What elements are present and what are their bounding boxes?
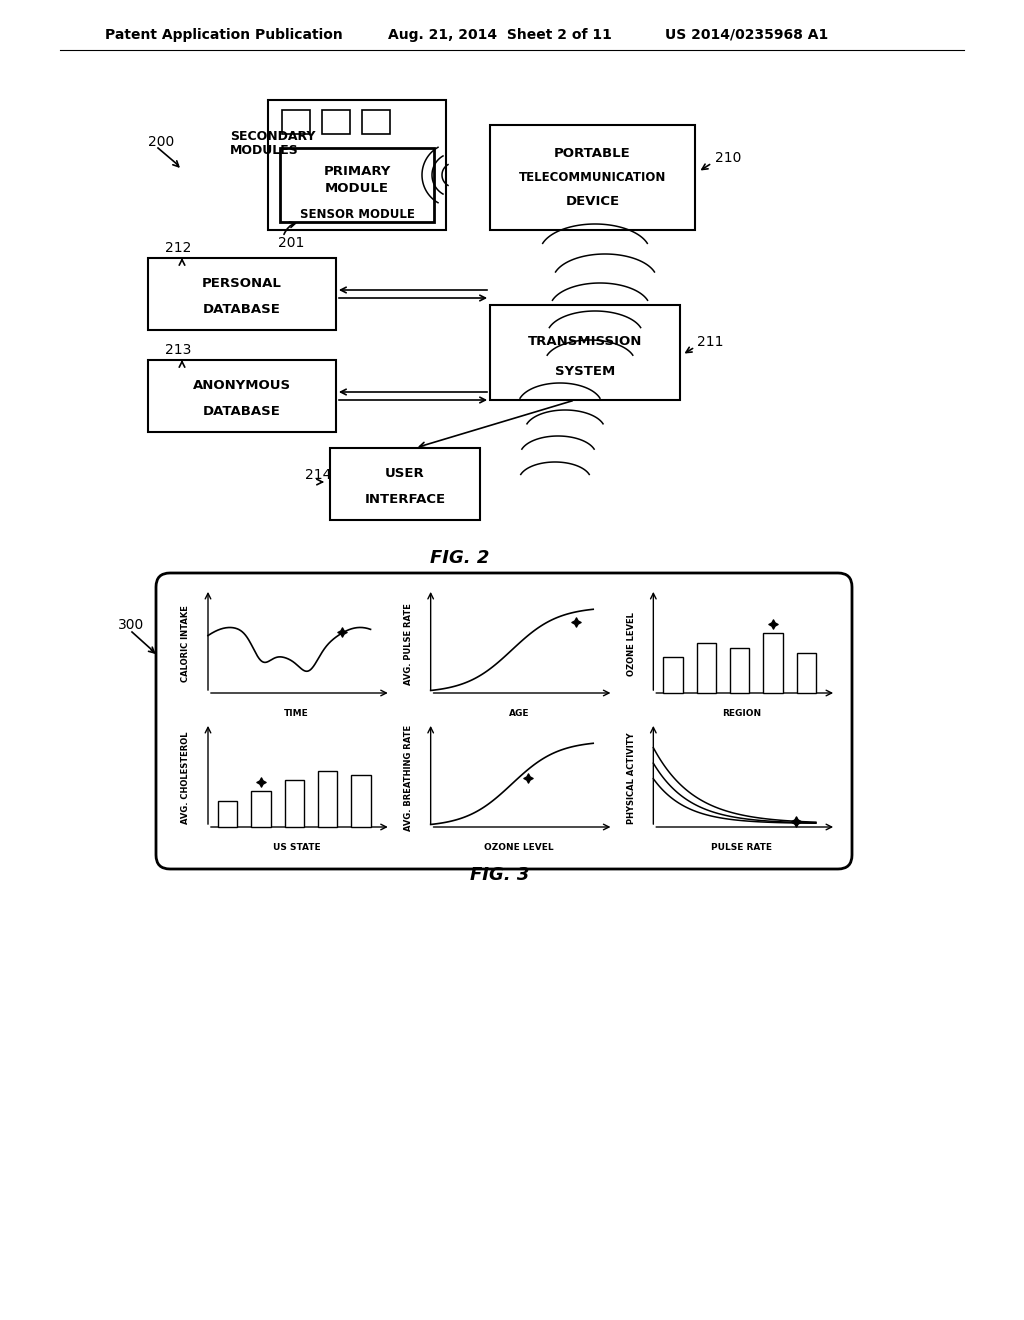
Text: CALORIC INTAKE: CALORIC INTAKE	[181, 606, 190, 682]
Bar	[351, 775, 371, 828]
FancyBboxPatch shape	[362, 110, 390, 135]
Text: MODULE: MODULE	[325, 182, 389, 195]
Text: FIG. 2: FIG. 2	[430, 549, 489, 568]
FancyBboxPatch shape	[268, 100, 446, 230]
Text: 214: 214	[305, 469, 332, 482]
Text: DATABASE: DATABASE	[203, 304, 281, 317]
Text: Patent Application Publication: Patent Application Publication	[105, 28, 343, 42]
Text: 212: 212	[165, 242, 191, 255]
FancyBboxPatch shape	[156, 573, 852, 869]
Text: DATABASE: DATABASE	[203, 405, 281, 418]
Text: SYSTEM: SYSTEM	[555, 366, 615, 378]
Text: PORTABLE: PORTABLE	[554, 147, 631, 160]
Text: PHYSICAL ACTIVITY: PHYSICAL ACTIVITY	[627, 733, 636, 824]
Text: TELECOMMUNICATION: TELECOMMUNICATION	[519, 172, 667, 183]
FancyBboxPatch shape	[148, 360, 336, 432]
Text: ANONYMOUS: ANONYMOUS	[193, 379, 291, 392]
Bar	[218, 801, 238, 828]
Text: TIME: TIME	[284, 709, 308, 718]
Text: AVG. PULSE RATE: AVG. PULSE RATE	[404, 603, 413, 685]
Bar	[251, 791, 270, 828]
Text: 200: 200	[148, 135, 174, 149]
Text: AGE: AGE	[509, 709, 529, 718]
Bar	[318, 771, 338, 828]
Text: USER: USER	[385, 467, 425, 479]
Text: 201: 201	[278, 236, 304, 249]
Text: OZONE LEVEL: OZONE LEVEL	[627, 612, 636, 676]
Bar	[797, 653, 816, 693]
Bar	[763, 632, 782, 693]
Text: FIG. 3: FIG. 3	[470, 866, 529, 884]
Text: INTERFACE: INTERFACE	[365, 494, 445, 507]
Text: Aug. 21, 2014  Sheet 2 of 11: Aug. 21, 2014 Sheet 2 of 11	[388, 28, 612, 42]
Text: DEVICE: DEVICE	[565, 195, 620, 209]
FancyBboxPatch shape	[330, 447, 480, 520]
Text: PULSE RATE: PULSE RATE	[711, 843, 772, 851]
Text: AVG. BREATHING RATE: AVG. BREATHING RATE	[404, 725, 413, 832]
Text: US STATE: US STATE	[272, 843, 321, 851]
FancyBboxPatch shape	[322, 110, 350, 135]
Text: 211: 211	[697, 335, 724, 348]
Bar	[285, 780, 304, 828]
Text: OZONE LEVEL: OZONE LEVEL	[484, 843, 554, 851]
Bar	[664, 657, 683, 693]
Bar	[696, 643, 716, 693]
FancyBboxPatch shape	[282, 110, 310, 135]
FancyBboxPatch shape	[280, 148, 434, 222]
Text: PERSONAL: PERSONAL	[202, 277, 282, 289]
Bar	[730, 648, 750, 693]
Text: REGION: REGION	[722, 709, 761, 718]
Text: US 2014/0235968 A1: US 2014/0235968 A1	[665, 28, 828, 42]
FancyBboxPatch shape	[148, 257, 336, 330]
Text: PRIMARY: PRIMARY	[324, 165, 391, 178]
Text: 213: 213	[165, 343, 191, 356]
FancyBboxPatch shape	[490, 125, 695, 230]
Text: 210: 210	[715, 150, 741, 165]
Text: SECONDARY: SECONDARY	[230, 131, 315, 144]
Text: MODULES: MODULES	[230, 144, 299, 157]
Text: TRANSMISSION: TRANSMISSION	[527, 334, 642, 347]
Text: 300: 300	[118, 618, 144, 632]
Text: AVG. CHOLESTEROL: AVG. CHOLESTEROL	[181, 731, 190, 824]
Text: SENSOR MODULE: SENSOR MODULE	[300, 207, 415, 220]
FancyBboxPatch shape	[490, 305, 680, 400]
